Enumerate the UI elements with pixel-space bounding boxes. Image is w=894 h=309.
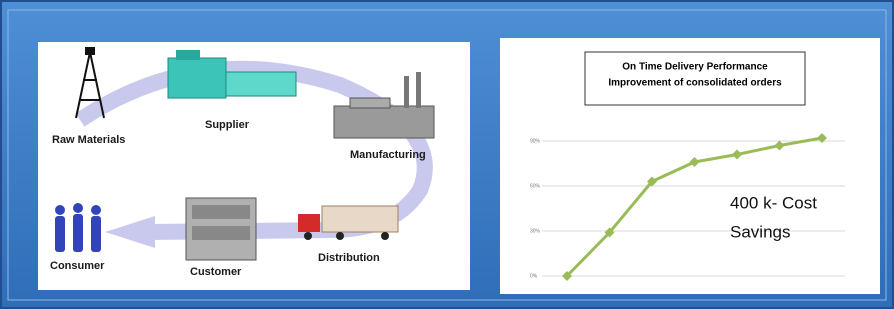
node-label: Raw Materials <box>52 134 125 146</box>
consumer-icon <box>55 203 101 252</box>
screen: Raw Materials Supplier Manufacturing Dis… <box>0 0 894 309</box>
chart-title: Improvement of consolidated orders <box>608 78 782 89</box>
node-label: Customer <box>190 266 242 278</box>
chart: On Time Delivery Performance Improvement… <box>500 38 880 294</box>
store-icon <box>186 198 256 260</box>
supply-chain-diagram: Raw Materials Supplier Manufacturing Dis… <box>38 42 470 290</box>
y-tick-label: 60% <box>530 183 541 189</box>
y-tick-label: 30% <box>530 228 541 234</box>
node-label: Manufacturing <box>350 149 426 161</box>
node-label: Consumer <box>50 260 105 272</box>
annotation: 400 k- Cost <box>730 193 817 212</box>
annotation: Savings <box>730 222 790 241</box>
node-label: Supplier <box>205 119 250 131</box>
chart-title: On Time Delivery Performance <box>622 62 768 73</box>
node-label: Distribution <box>318 252 380 264</box>
y-tick-label: 0% <box>530 273 538 279</box>
y-tick-label: 90% <box>530 138 541 144</box>
